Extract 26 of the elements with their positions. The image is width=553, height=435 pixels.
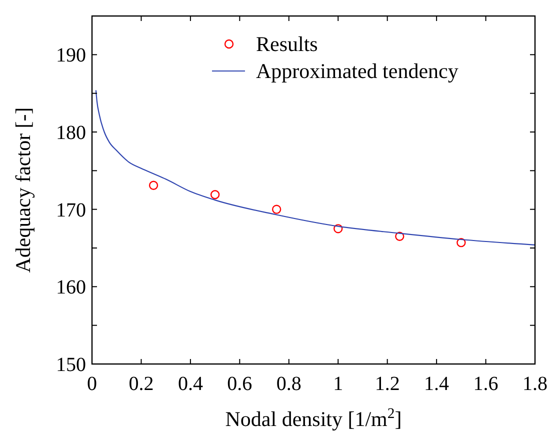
y-tick-label: 190 bbox=[56, 44, 86, 67]
x-tick-label: 0.4 bbox=[178, 373, 203, 395]
x-tick-label: 1.8 bbox=[522, 373, 548, 395]
x-tick-label: 0.2 bbox=[128, 373, 154, 395]
point bbox=[334, 224, 343, 234]
point bbox=[456, 238, 466, 248]
point bbox=[272, 204, 282, 214]
x-axis-title: Nodal density [1/m$^{2}$] bbox=[225, 406, 402, 431]
point bbox=[210, 190, 220, 200]
line-series bbox=[95, 90, 536, 246]
y-tick-label: 160 bbox=[56, 276, 86, 299]
y-tick-label: 180 bbox=[56, 122, 86, 144]
x-tick-label: 1.4 bbox=[424, 373, 450, 395]
x-tick-label: 1 bbox=[333, 373, 344, 395]
point bbox=[395, 232, 404, 241]
legend-label: Results bbox=[256, 32, 318, 56]
x-tick-label: 0.6 bbox=[227, 373, 252, 395]
x-tick-label: 1.2 bbox=[374, 373, 400, 395]
point bbox=[148, 180, 158, 190]
x-tick-label: 0.8 bbox=[276, 373, 302, 395]
x-tick-label: 0 bbox=[87, 373, 97, 395]
y-axis-title: Adequacy factor [-] bbox=[11, 107, 35, 273]
legend-label: Approximated tendency bbox=[256, 59, 459, 83]
y-tick-label: 170 bbox=[56, 199, 86, 222]
y-tick-label: 150 bbox=[56, 354, 86, 376]
x-tick-label: 1.6 bbox=[473, 373, 498, 395]
